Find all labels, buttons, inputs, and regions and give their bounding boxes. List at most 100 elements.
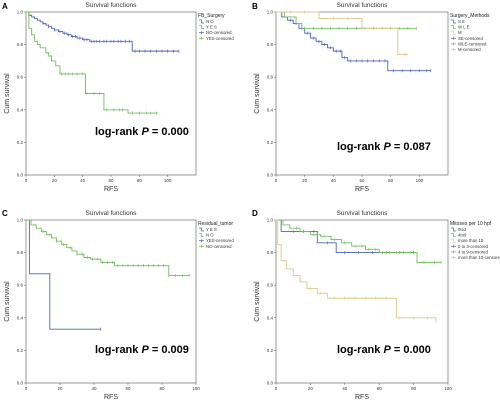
annotation-value: = 0.000 — [149, 126, 189, 138]
legend-swatch — [199, 19, 204, 24]
annotation-prefix: log-rank — [337, 141, 383, 153]
annotation-value: = 0.087 — [391, 141, 431, 153]
legend-swatch — [199, 227, 204, 232]
survival-line — [26, 11, 158, 114]
y-tick-label: 0.2 — [267, 348, 274, 353]
x-tick-label: 0 — [25, 386, 28, 391]
y-tick-label: 0.4 — [17, 107, 24, 112]
x-tick-label: 100 — [192, 386, 200, 391]
legend-entry: more than 10 — [458, 238, 484, 243]
survival-line — [26, 11, 179, 52]
x-axis-label: RFS — [104, 394, 118, 401]
y-tick-label: 0.8 — [17, 42, 24, 47]
legend-entry: YES-censored — [206, 238, 234, 243]
x-tick-label: 0 — [275, 386, 278, 391]
x-tick-label: 100 — [164, 178, 172, 183]
series-1 — [26, 11, 180, 53]
x-tick-label: 20 — [302, 178, 308, 183]
x-tick-label: 0 — [25, 178, 28, 183]
annotation-value: = 0.000 — [391, 344, 431, 356]
chart-title: Survival functions — [337, 2, 389, 9]
plot-frame — [275, 219, 449, 384]
plot-frame — [275, 11, 449, 176]
survival-line — [276, 219, 414, 254]
annotation-prefix: log-rank — [95, 126, 141, 138]
legend-entry: WLE-censored — [458, 41, 487, 46]
x-tick-label: 80 — [411, 386, 417, 391]
x-tick-label: 20 — [52, 178, 58, 183]
x-tick-label: 60 — [377, 386, 383, 391]
x-axis-label: RFS — [104, 186, 118, 193]
x-tick-label: 0 — [275, 178, 278, 183]
x-tick-label: 40 — [91, 386, 97, 391]
series-2 — [26, 219, 190, 278]
panel-b: B Survival functions 0.0 0.2 0.4 0.6 0.8 1.0 0 20… — [252, 2, 490, 193]
y-tick-label: 1.0 — [267, 10, 274, 15]
series-2 — [276, 219, 442, 264]
x-tick-label: 20 — [57, 386, 63, 391]
y-tick-label: 0.2 — [17, 140, 24, 145]
legend-entry: M — [458, 30, 462, 35]
survival-line — [276, 219, 437, 322]
legend-entry: N O — [206, 19, 214, 24]
annotation-prefix: log-rank — [337, 344, 383, 356]
series-2 — [26, 11, 158, 115]
y-tick-label: 0.8 — [267, 250, 274, 255]
y-tick-label: 1.0 — [17, 218, 24, 223]
y-tick-label: 0.0 — [17, 173, 24, 178]
y-tick-label: 0.0 — [267, 381, 274, 386]
series-1 — [276, 219, 414, 255]
legend-entry: M-censored — [458, 47, 481, 52]
annotation-p: P — [383, 141, 391, 153]
y-tick-label: 0.4 — [267, 315, 274, 320]
legend-entry: S E — [458, 19, 465, 24]
chart-title: Survival functions — [337, 210, 389, 217]
chart-title: Survival functions — [86, 2, 138, 9]
log-rank-annotation: log-rank P = 0.087 — [337, 141, 431, 153]
y-tick-label: 0.6 — [17, 75, 24, 80]
legend-entry: SE-censored — [458, 36, 483, 41]
x-tick-label: 60 — [108, 178, 114, 183]
survival-line — [276, 11, 408, 55]
y-axis-label: Cum survival — [4, 73, 11, 114]
x-tick-label: 60 — [359, 178, 365, 183]
y-tick-label: 1.0 — [267, 218, 274, 223]
y-tick-label: 0.6 — [267, 283, 274, 288]
legend-entry: more than 10-censored — [458, 255, 500, 260]
log-rank-annotation: log-rank P = 0.000 — [95, 126, 189, 138]
legend-entry: 4 to 9-censored — [458, 249, 488, 254]
legend-title: FB_Surgery — [198, 13, 225, 19]
series-3 — [276, 219, 437, 323]
y-tick-label: 0.6 — [17, 283, 24, 288]
legend-title: Residual_tumor — [198, 221, 233, 227]
legend-entry: NO-censored — [206, 244, 232, 249]
x-tick-label: 100 — [416, 178, 424, 183]
y-tick-label: 0.2 — [17, 348, 24, 353]
panel-letter: D — [252, 209, 258, 218]
panel-letter: B — [252, 2, 258, 11]
legend-entry: W L E — [458, 25, 470, 30]
y-axis-label: Cum survival — [254, 281, 261, 322]
y-tick-label: 0.0 — [17, 381, 24, 386]
panel-letter: A — [2, 2, 8, 11]
legend-swatch — [451, 25, 456, 29]
legend-swatch — [199, 25, 204, 29]
survival-line — [276, 219, 442, 263]
plot-frame — [25, 11, 197, 176]
y-tick-label: 0.8 — [267, 42, 274, 47]
annotation-value: = 0.009 — [149, 344, 189, 356]
x-tick-label: 40 — [331, 178, 337, 183]
series-3 — [276, 10, 408, 56]
legend-swatch — [451, 233, 456, 237]
y-tick-label: 0.2 — [267, 140, 274, 145]
annotation-p: P — [141, 126, 149, 138]
legend-entry: YES-censored — [206, 36, 234, 41]
chart-title: Survival functions — [86, 210, 138, 217]
survival-line — [26, 219, 190, 276]
log-rank-annotation: log-rank P = 0.009 — [95, 344, 189, 356]
panel-letter: C — [2, 209, 8, 218]
